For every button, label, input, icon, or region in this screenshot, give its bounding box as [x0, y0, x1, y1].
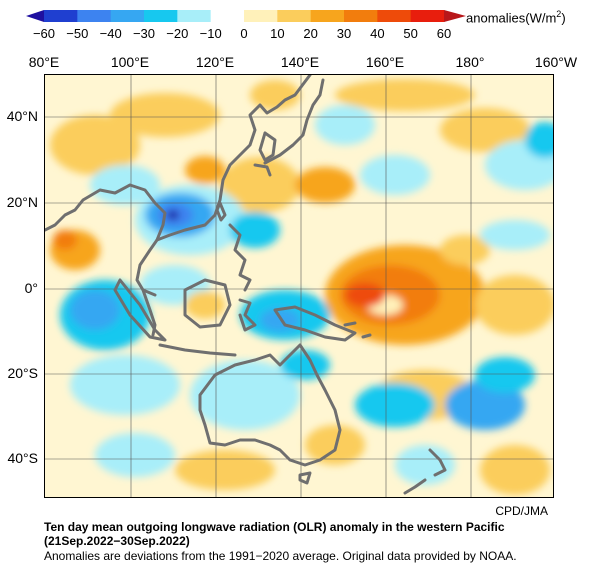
colorbar-unit-label: anomalies(W/m2) — [466, 9, 566, 26]
colorbar-tick-label: 20 — [303, 26, 318, 41]
colorbar-cell — [377, 10, 412, 22]
lon-label-140e: 140°E — [280, 54, 320, 70]
lon-label-160w: 160°W — [534, 54, 578, 70]
colorbar-cell — [277, 10, 312, 22]
credit-label: CPD/JMA — [495, 504, 548, 518]
lon-label-120e: 120°E — [195, 54, 235, 70]
colorbar-tick-label: −50 — [66, 26, 89, 41]
caption-note: Anomalies are deviations from the 1991−2… — [44, 549, 517, 563]
colorbar-cell — [210, 10, 245, 22]
colorbar-cell — [410, 10, 445, 22]
colorbar-tick-label: −20 — [166, 26, 189, 41]
colorbar-left-arrow — [26, 10, 44, 22]
colorbar-tick-label: 60 — [436, 26, 452, 41]
lon-label-180: 180° — [455, 54, 485, 70]
colorbar-tick-label: 0 — [240, 26, 248, 41]
colorbar-cell — [44, 10, 78, 22]
caption-title: Ten day mean outgoing longwave radiation… — [44, 520, 505, 534]
anomaly-field — [50, 79, 553, 495]
colorbar-cell — [144, 10, 178, 22]
colorbar-tick-label: 50 — [403, 26, 418, 41]
lat-label-0: 0° — [24, 280, 38, 296]
colorbar-cell — [244, 10, 278, 22]
colorbar-cell — [344, 10, 378, 22]
lat-label-20s: 20°S — [7, 365, 38, 381]
olr-anomaly-map — [44, 74, 554, 498]
colorbar — [26, 10, 466, 22]
caption-period: (21Sep.2022−30Sep.2022) — [44, 534, 190, 548]
colorbar-cell — [177, 10, 212, 22]
lat-label-20n: 20°N — [6, 194, 38, 210]
colorbar-cell — [110, 10, 145, 22]
colorbar-tick-label: 30 — [336, 26, 352, 41]
colorbar-tick-label: −60 — [32, 26, 56, 41]
lon-label-80e: 80°E — [28, 54, 60, 70]
colorbar-cell — [77, 10, 112, 22]
lat-label-40s: 40°S — [7, 450, 38, 466]
colorbar-tick-label: −30 — [132, 26, 156, 41]
lon-label-100e: 100°E — [110, 54, 150, 70]
colorbar-tick-label: −40 — [99, 26, 122, 41]
colorbar-cell — [310, 10, 345, 22]
graticule — [45, 75, 553, 497]
colorbar-right-arrow — [444, 10, 466, 22]
colorbar-tick-label: 10 — [270, 26, 285, 41]
colorbar-tick-label: 40 — [370, 26, 385, 41]
coastlines — [45, 75, 447, 495]
lat-label-40n: 40°N — [6, 108, 38, 124]
lon-label-160e: 160°E — [365, 54, 405, 70]
colorbar-tick-label: −10 — [199, 26, 222, 41]
map-canvas — [45, 75, 553, 497]
